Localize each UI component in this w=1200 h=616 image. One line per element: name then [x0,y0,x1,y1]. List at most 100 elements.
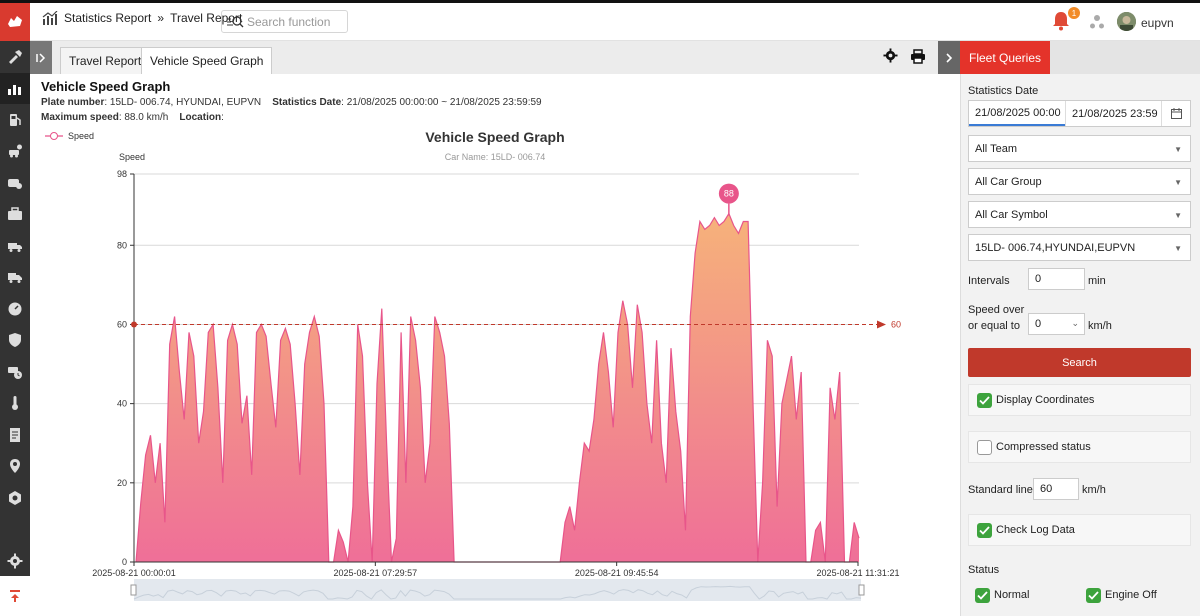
speed-chart: Speed Vehicle Speed Graph Car Name: 15LD… [45,129,901,601]
car-symbol-select[interactable]: All Car Symbol ▼ [968,201,1191,228]
calendar-button[interactable] [1161,101,1190,126]
map-pin-icon [10,459,20,474]
date-to-input[interactable]: 21/08/2025 23:59 [1065,101,1161,126]
sidebar-item-security[interactable] [0,325,30,357]
settings-gear-icon[interactable] [883,48,898,63]
navigator-handle-left[interactable] [130,584,137,596]
user-group-icon[interactable] [1089,14,1105,30]
chevron-down-icon: ▼ [1174,178,1182,187]
y-tick-label: 0 [122,557,127,567]
right-panel-toggle[interactable] [938,41,960,74]
y-axis-label: Speed [119,152,145,162]
range-navigator[interactable] [130,579,865,601]
sidebar-item-hexagon[interactable] [0,482,30,514]
sidebar-item-fuel[interactable] [0,104,30,136]
standard-line-input[interactable]: 60 [1033,478,1079,500]
tab-travel-report[interactable]: Travel Report [60,47,151,74]
driver-icon [8,178,22,189]
sidebar-item-speed[interactable] [0,293,30,325]
y-tick-label: 80 [117,240,127,250]
function-search [221,10,348,33]
check-icon [979,525,990,535]
sidebar-item-settings[interactable] [0,546,30,576]
status-normal-checkbox[interactable] [975,587,990,603]
sidebar-collapse-bottom[interactable] [0,576,30,616]
check-log-data-option[interactable]: Check Log Data [968,514,1191,546]
display-coordinates-option[interactable]: Display Coordinates [968,384,1191,416]
sidebar-toggle-button[interactable] [30,41,52,74]
team-select-value: All Team [975,142,1017,155]
sidebar-item-documents[interactable] [0,419,30,451]
display-coordinates-checkbox[interactable] [977,392,992,408]
check-icon [979,395,990,405]
logo[interactable] [0,3,30,41]
bell-icon[interactable] [1052,11,1070,31]
sidebar-item-briefcase[interactable] [0,199,30,231]
search-input[interactable] [247,14,347,29]
breadcrumb-item-statistics[interactable]: Statistics Report [64,11,152,25]
date-from-input[interactable]: 21/08/2025 00:00 [969,101,1065,126]
location-label: Location [179,112,222,123]
speed-over-label-2: or equal to [968,320,1020,332]
chart-legend[interactable]: Speed [45,131,94,141]
stat-date-label: Statistics Date [272,97,342,108]
sidebar-item-delivery[interactable] [0,262,30,294]
sidebar-item-location[interactable] [0,451,30,483]
report-title: Vehicle Speed Graph [41,79,171,94]
sidebar-item-driver[interactable] [0,167,30,199]
date-range-field: 21/08/2025 00:00 21/08/2025 23:59 [968,100,1191,127]
standard-line-arrow [877,320,886,329]
sidebar-item-tools[interactable] [0,41,30,73]
chevron-double-right-icon [36,52,46,63]
print-icon[interactable] [910,49,926,64]
compressed-status-label: Compressed status [996,441,1091,453]
left-sidebar [0,41,30,616]
sidebar-item-maintenance[interactable] [0,136,30,168]
status-engine-off-option[interactable]: Engine Off [1086,579,1200,611]
status-engine-off-label: Engine Off [1105,589,1157,601]
speed-over-label-1: Speed over [968,304,1025,316]
standard-line-label: Standard line [968,484,1033,496]
car-symbol-select-value: All Car Symbol [975,208,1048,221]
status-section-label: Status [968,564,1000,576]
car-group-select[interactable]: All Car Group ▼ [968,168,1191,195]
check-icon [977,590,988,600]
intervals-input[interactable]: 0 [1028,268,1085,290]
sidebar-item-truck[interactable] [0,230,30,262]
notification-badge: 1 [1068,7,1080,19]
speed-over-select[interactable]: 0 ⌄ [1028,313,1085,335]
avatar[interactable] [1117,12,1136,31]
username[interactable]: eupvn [1141,16,1174,30]
search-button[interactable]: Search [968,348,1191,377]
tab-vehicle-speed-graph[interactable]: Vehicle Speed Graph [141,47,273,74]
navigator-handle-right[interactable] [858,584,865,596]
sidebar-item-car-history[interactable] [0,356,30,388]
status-normal-option[interactable]: Normal [975,579,1198,611]
tab-fleet-queries[interactable]: Fleet Queries [960,41,1050,74]
standard-line-unit: km/h [1082,484,1106,496]
logo-icon [8,16,22,27]
intervals-unit: min [1088,275,1106,287]
chart-title: Vehicle Speed Graph [425,129,564,145]
x-tick-label: 2025-08-21 00:00:01 [92,568,176,578]
breadcrumb-item-travel-report[interactable]: Travel Report [170,11,243,25]
display-coordinates-label: Display Coordinates [996,394,1095,406]
tab-bar: Travel Report Vehicle Speed Graph [30,41,938,74]
status-engine-off-checkbox[interactable] [1086,587,1101,603]
car-clock-icon [8,366,22,379]
vehicle-select[interactable]: 15LD- 006.74,HYUNDAI,EUPVN ▼ [968,234,1191,261]
chart-subtitle: Car Name: 15LD- 006.74 [445,152,546,162]
compressed-status-option[interactable]: Compressed status [968,431,1191,463]
bar-chart-icon [8,85,21,96]
top-bar: Statistics Report » Travel Report 1 eupv… [0,0,1200,41]
compressed-status-checkbox[interactable] [977,439,992,455]
max-speed-marker: 88 [718,183,739,216]
sidebar-item-temperature[interactable] [0,388,30,420]
document-icon [10,427,20,442]
standard-line: 60 [131,319,901,329]
team-select[interactable]: All Team ▼ [968,135,1191,162]
location-value: : [221,112,224,123]
check-log-data-checkbox[interactable] [977,522,992,538]
sidebar-item-statistics[interactable] [0,72,30,104]
report-info-line-1: Plate number: 15LD- 006.74, HYUNDAI, EUP… [41,97,542,108]
